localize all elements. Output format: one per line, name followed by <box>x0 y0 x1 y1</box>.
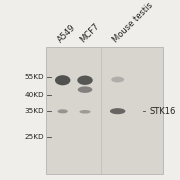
Text: STK16: STK16 <box>149 107 176 116</box>
Ellipse shape <box>111 77 124 82</box>
Ellipse shape <box>55 75 70 85</box>
Ellipse shape <box>79 110 91 114</box>
Text: 40KD: 40KD <box>24 93 44 98</box>
Text: A549: A549 <box>56 22 78 44</box>
Ellipse shape <box>110 108 125 114</box>
Text: MCF7: MCF7 <box>79 21 102 44</box>
Ellipse shape <box>77 76 93 85</box>
Ellipse shape <box>58 109 68 113</box>
Text: 25KD: 25KD <box>24 134 44 140</box>
Ellipse shape <box>78 86 92 93</box>
Text: Mouse testis: Mouse testis <box>111 0 155 44</box>
Text: 35KD: 35KD <box>24 108 44 114</box>
FancyBboxPatch shape <box>46 47 163 174</box>
Text: 55KD: 55KD <box>24 74 44 80</box>
